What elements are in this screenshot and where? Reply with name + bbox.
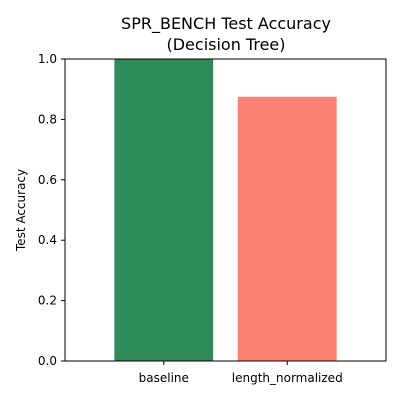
y-tick-label: 0.4 [38,233,57,247]
y-ticks-group: 0.0 0.2 0.4 0.6 0.8 1.0 [38,52,65,368]
y-tick-label: 0.8 [38,112,57,126]
y-tick-label: 0.6 [38,173,57,187]
y-tick-label: 1.0 [38,52,57,66]
bars-group [114,59,337,361]
y-tick-label: 0.2 [38,294,57,308]
y-tick-label: 0.0 [38,354,57,368]
x-tick-label: length_normalized [232,371,343,385]
chart-title: SPR_BENCH Test Accuracy [121,14,331,34]
plot-frame [64,58,387,362]
x-ticks-group: baseline length_normalized [139,361,343,385]
x-tick-label: baseline [139,371,189,385]
chart-subtitle: (Decision Tree) [166,35,285,54]
bar-baseline [114,59,214,361]
y-axis-label: Test Accuracy [14,169,28,252]
bar-length-normalized [237,96,337,361]
